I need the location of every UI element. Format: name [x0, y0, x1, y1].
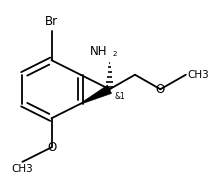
Polygon shape: [80, 85, 112, 104]
Text: Br: Br: [45, 15, 58, 28]
Text: CH3: CH3: [188, 70, 209, 80]
Text: O: O: [156, 83, 165, 96]
Text: 2: 2: [112, 51, 117, 57]
Text: &1: &1: [114, 92, 125, 101]
Text: CH3: CH3: [12, 164, 33, 174]
Text: O: O: [47, 141, 56, 154]
Text: NH: NH: [90, 45, 108, 58]
